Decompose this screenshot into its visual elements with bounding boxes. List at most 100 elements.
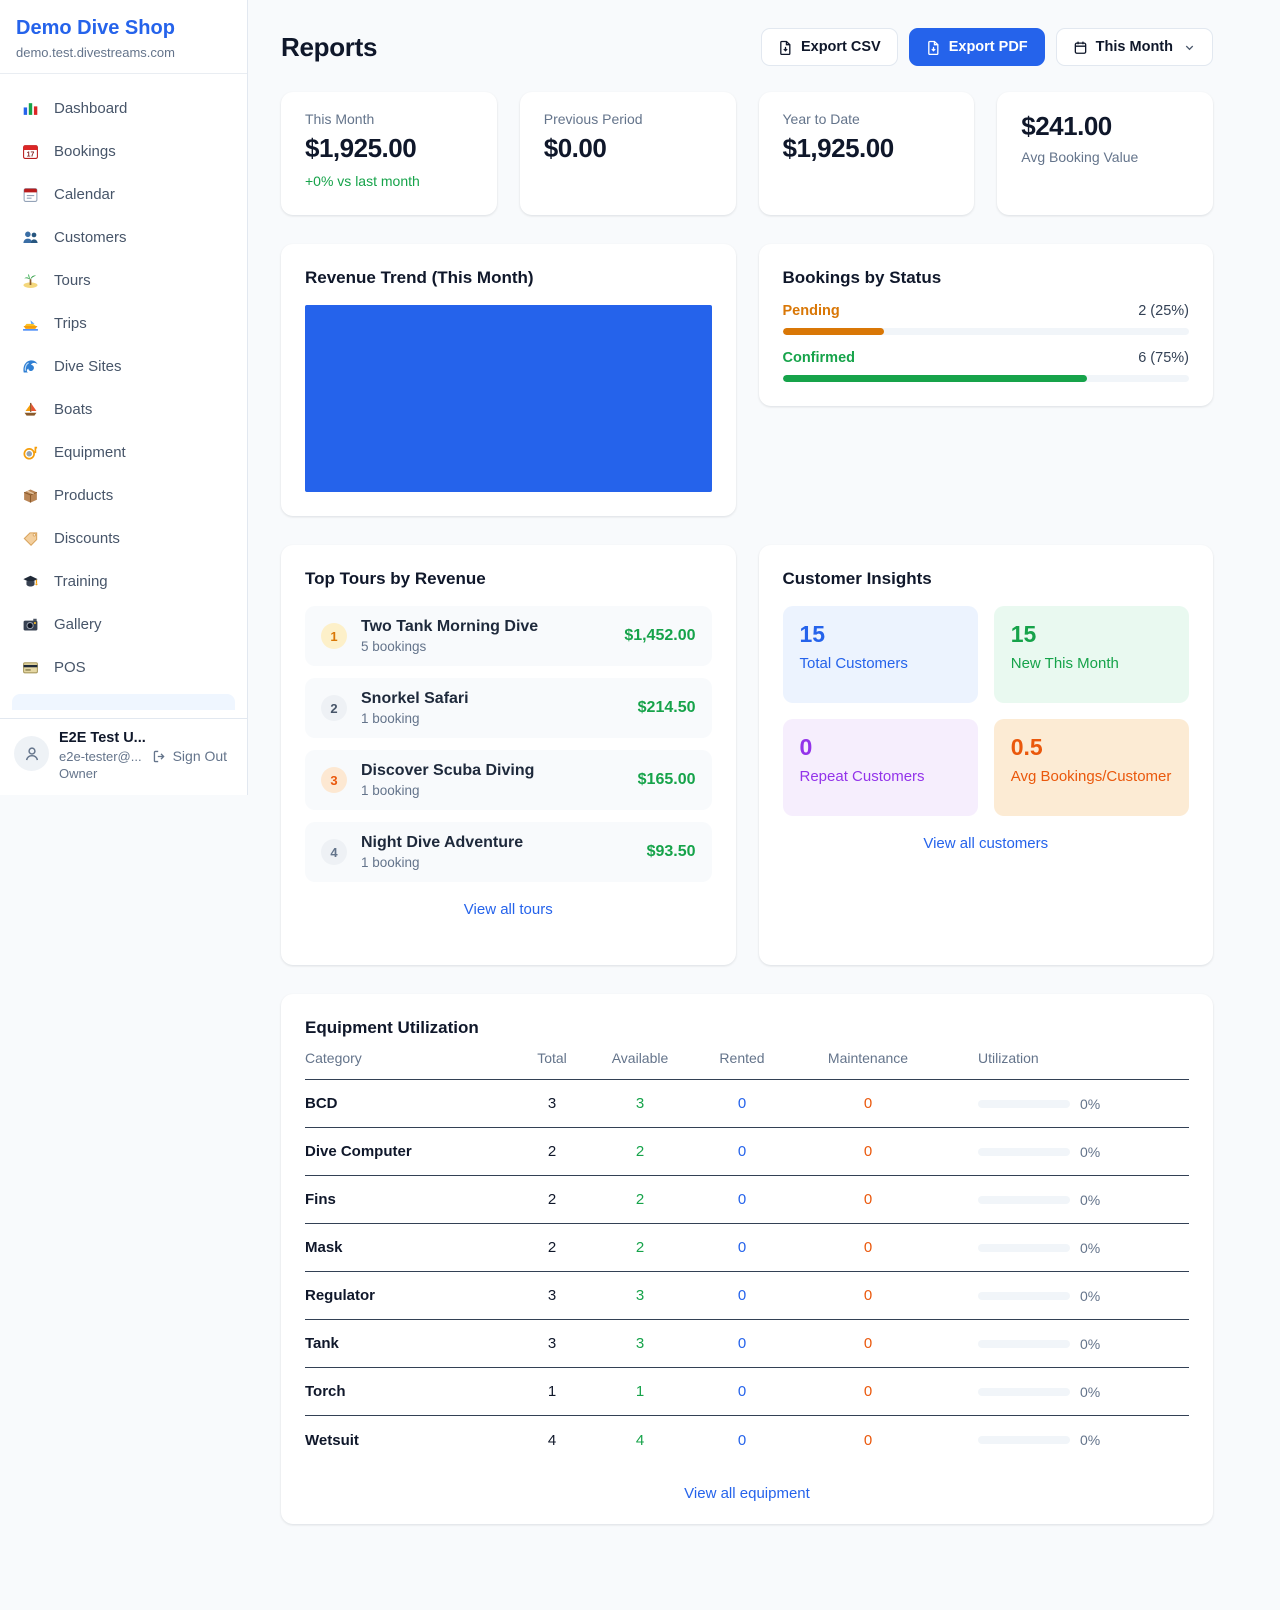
page-title: Reports: [281, 31, 378, 62]
customers-icon: [22, 229, 39, 246]
utilization-cell: 0%: [933, 1336, 1189, 1352]
total-cell: 2: [547, 1143, 557, 1160]
tour-bookings: 1 booking: [361, 855, 420, 870]
sidebar-item-discounts[interactable]: Discounts: [12, 517, 235, 560]
utilization-bar: [978, 1147, 1070, 1156]
utilization-bar: [978, 1436, 1070, 1444]
sidebar-item-equipment[interactable]: Equipment: [12, 431, 235, 474]
tour-revenue: $1,452.00: [624, 627, 696, 644]
sidebar-item-pos[interactable]: POS: [12, 646, 235, 689]
dashboard-icon: [22, 100, 39, 117]
top-tours-title: Top Tours by Revenue: [305, 569, 486, 588]
table-row: BCD 3 3 0 0 0%: [305, 1080, 1189, 1128]
stat-delta: +0% vs last month: [305, 173, 420, 189]
utilization-cell: 0%: [933, 1240, 1189, 1256]
file-download-icon: [926, 40, 941, 55]
maintenance-cell: 0: [863, 1191, 873, 1208]
equipment-table-body: BCD 3 3 0 0 0% Dive Computer 2 2 0 0 0% …: [305, 1080, 1189, 1464]
sign-out-button[interactable]: Sign Out: [152, 748, 227, 764]
rented-cell: 0: [737, 1287, 747, 1304]
tour-name: Snorkel Safari: [361, 690, 469, 707]
total-cell: 3: [547, 1335, 557, 1352]
utilization-text: 0%: [1080, 1383, 1101, 1400]
user-name: E2E Test U...: [59, 730, 146, 746]
status-label: Pending: [782, 303, 840, 319]
tour-name: Night Dive Adventure: [361, 834, 524, 851]
view-all-tours-link[interactable]: View all tours: [463, 901, 553, 918]
utilization-bar: [978, 1243, 1070, 1252]
tour-revenue: $165.00: [637, 771, 696, 788]
revenue-trend-chart: [305, 305, 712, 492]
main-content: Reports Export CSV Export PDF This Month…: [248, 0, 1280, 1564]
sidebar-item-bookings[interactable]: Bookings: [12, 130, 235, 173]
maintenance-cell: 0: [863, 1143, 873, 1160]
utilization-text: 0%: [1080, 1335, 1101, 1352]
tour-list-item: 1 Two Tank Morning Dive 5 bookings $1,45…: [305, 606, 712, 666]
status-row-confirmed: Confirmed 6 (75%): [782, 350, 1189, 382]
utilization-bar: [978, 1339, 1070, 1348]
stat-card-avg-booking-value: $241.00 Avg Booking Value: [997, 92, 1213, 215]
customer-insights-card: Customer Insights 15 Total Customers 15 …: [758, 545, 1213, 965]
sidebar-item-dive-sites[interactable]: Dive Sites: [12, 345, 235, 388]
file-download-icon: [778, 40, 793, 55]
user-email: e2e-tester@...: [59, 748, 142, 764]
maintenance-cell: 0: [863, 1383, 873, 1400]
utilization-bar: [978, 1387, 1070, 1396]
tour-list-item: 4 Night Dive Adventure 1 booking $93.50: [305, 822, 712, 882]
pos-icon: [22, 659, 39, 676]
total-cell: 2: [547, 1191, 557, 1208]
sidebar-item-tours[interactable]: Tours: [12, 259, 235, 302]
view-all-customers-link[interactable]: View all customers: [923, 835, 1049, 852]
sidebar-item-products[interactable]: Products: [12, 474, 235, 517]
table-row: Tank 3 3 0 0 0%: [305, 1320, 1189, 1368]
tour-name: Discover Scuba Diving: [361, 762, 535, 779]
shop-name: Demo Dive Shop: [16, 17, 175, 39]
category-cell: Tank: [305, 1335, 339, 1352]
maintenance-cell: 0: [863, 1335, 873, 1352]
rented-cell: 0: [737, 1143, 747, 1160]
discounts-icon: [22, 530, 39, 547]
utilization-cell: 0%: [933, 1432, 1189, 1448]
tour-bookings: 1 booking: [361, 711, 420, 726]
bookings-icon: [22, 143, 39, 160]
available-cell: 4: [635, 1431, 645, 1449]
period-dropdown[interactable]: This Month: [1055, 28, 1213, 66]
export-pdf-button[interactable]: Export PDF: [908, 28, 1045, 66]
available-cell: 2: [635, 1239, 645, 1256]
insight-tiles: 15 Total Customers 15 New This Month 0 R…: [782, 606, 1189, 816]
status-label: Confirmed: [782, 350, 856, 366]
tour-bookings: 5 bookings: [361, 639, 427, 654]
utilization-bar: [978, 1195, 1070, 1204]
available-cell: 2: [635, 1143, 645, 1160]
equipment-utilization-card: Equipment Utilization Category Total Ava…: [281, 994, 1213, 1524]
sidebar-item-calendar[interactable]: Calendar: [12, 173, 235, 216]
sidebar-item-dashboard[interactable]: Dashboard: [12, 87, 235, 130]
sidebar-item-customers[interactable]: Customers: [12, 216, 235, 259]
utilization-text: 0%: [1080, 1432, 1101, 1448]
sidebar-item-reports-active[interactable]: [12, 694, 235, 710]
sidebar-item-boats[interactable]: Boats: [12, 388, 235, 431]
status-count: 6 (75%): [1138, 350, 1189, 366]
available-cell: 2: [635, 1191, 645, 1208]
equipment-icon: [22, 444, 39, 461]
training-icon: [22, 573, 39, 590]
rented-cell: 0: [737, 1239, 747, 1256]
progress-fill: [782, 375, 1088, 382]
maintenance-cell: 0: [863, 1431, 873, 1449]
sidebar-item-training[interactable]: Training: [12, 560, 235, 603]
rented-cell: 0: [737, 1335, 747, 1352]
utilization-bar: [978, 1099, 1070, 1108]
sidebar-item-gallery[interactable]: Gallery: [12, 603, 235, 646]
utilization-text: 0%: [1080, 1287, 1101, 1304]
view-all-equipment-link[interactable]: View all equipment: [684, 1485, 810, 1502]
available-cell: 3: [635, 1287, 645, 1304]
products-icon: [22, 487, 39, 504]
chevron-down-icon: [1183, 41, 1196, 54]
tile-avg-bookings-customer: 0.5 Avg Bookings/Customer: [993, 719, 1189, 816]
export-csv-button[interactable]: Export CSV: [760, 28, 898, 66]
sidebar-item-trips[interactable]: Trips: [12, 302, 235, 345]
utilization-text: 0%: [1080, 1143, 1101, 1160]
stat-value: $1,925.00: [305, 133, 417, 163]
rank-badge: 1: [321, 623, 347, 649]
tile-new-this-month: 15 New This Month: [993, 606, 1189, 703]
